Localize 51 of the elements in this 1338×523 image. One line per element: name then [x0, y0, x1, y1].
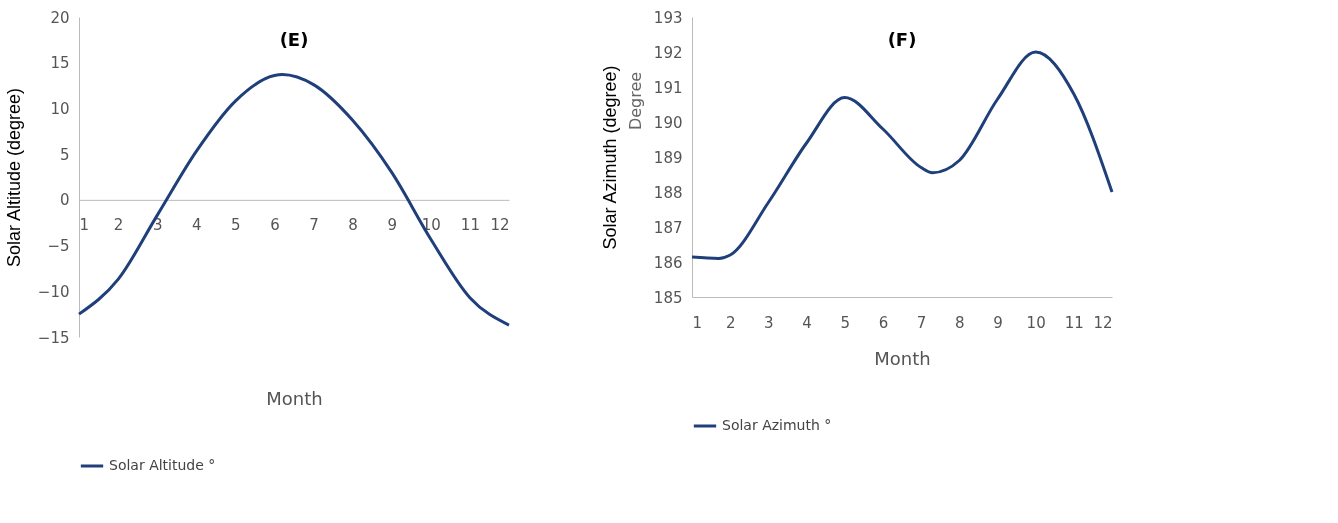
x-tick-label: 5 [231, 216, 241, 235]
y-tick-label: 10 [50, 99, 70, 118]
y-tick-label: 20 [50, 8, 70, 27]
legend-label: Solar Altitude ° [109, 457, 216, 473]
y-tick-label: 191 [653, 78, 683, 97]
y-tick-label: −5 [47, 237, 70, 256]
y-axis-title: Solar Altitude (degree) [3, 87, 24, 268]
x-tick-label: 11 [460, 216, 480, 235]
x-tick-label: 7 [916, 313, 927, 332]
y-tick-label: 0 [59, 191, 70, 210]
y-tick-label: −10 [37, 282, 70, 301]
y-tick-label: 5 [59, 145, 70, 164]
x-tick-label: 2 [113, 216, 124, 235]
x-tick-label: 1 [79, 216, 90, 235]
text: Degree [626, 71, 645, 131]
y-tick-label: 190 [653, 113, 683, 132]
x-tick-label: 12 [1093, 313, 1113, 332]
y-tick-label: 185 [653, 288, 683, 307]
text: (F) [887, 29, 917, 50]
legend-label: Solar Azimuth ° [722, 417, 832, 433]
x-tick-label: 9 [993, 313, 1003, 332]
x-tick-label: 1 [692, 313, 703, 332]
x-tick-label: 5 [840, 313, 850, 332]
x-axis-title: Month [266, 387, 323, 409]
x-tick-label: 11 [1064, 313, 1084, 332]
x-tick-label: 10 [421, 216, 441, 235]
y-tick-label: 193 [653, 8, 683, 27]
y-axis-title: Solar Azimuth (degree) [599, 65, 620, 250]
x-tick-label: 4 [192, 216, 202, 235]
x-tick-label: 8 [348, 216, 358, 235]
y-tick-label: −15 [37, 328, 70, 347]
y-tick-label: 188 [653, 183, 683, 202]
x-tick-label: 7 [309, 216, 319, 235]
y-tick-label: 189 [653, 148, 683, 167]
x-tick-label: 12 [490, 216, 510, 235]
x-tick-label: 8 [955, 313, 965, 332]
y-tick-label: 186 [653, 253, 683, 272]
x-tick-label: 2 [725, 313, 736, 332]
x-tick-label: 4 [802, 313, 812, 332]
x-tick-label: 6 [270, 216, 280, 235]
x-tick-label: 10 [1026, 313, 1046, 332]
x-tick-label: 9 [387, 216, 397, 235]
x-tick-label: 3 [764, 313, 774, 332]
y-tick-label: 15 [50, 54, 70, 73]
y-tick-label: 192 [653, 43, 683, 62]
y-tick-label: 187 [653, 218, 683, 237]
x-axis-title: Month [874, 347, 931, 369]
line-series [77, 73, 511, 327]
line-series [690, 50, 1114, 260]
text: (E) [279, 29, 309, 50]
x-tick-label: 6 [878, 313, 889, 332]
